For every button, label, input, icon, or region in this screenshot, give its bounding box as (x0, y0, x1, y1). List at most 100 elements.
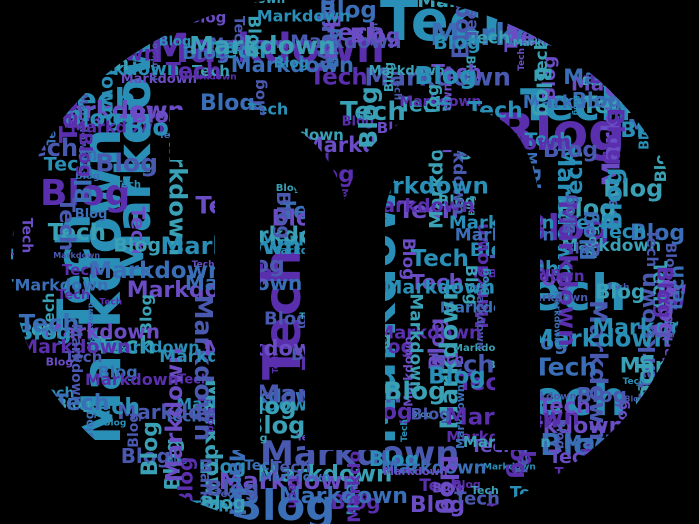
cloud-word: Blog (168, 456, 188, 465)
cloud-word: Tech (525, 129, 573, 151)
cloud-word: Blog (276, 183, 301, 194)
cloud-word: Tech (64, 348, 102, 366)
cloud-word: Blog (324, 28, 343, 68)
cloud-word: Blog (104, 418, 127, 428)
cloud-word: Tech (467, 29, 510, 49)
cloud-word: Blog (137, 294, 156, 334)
cloud-word: Blog (113, 234, 161, 256)
cloud-word: Markdown (53, 251, 100, 260)
cloud-word: Markdown (592, 315, 699, 340)
cloud-word: Blog (539, 56, 560, 101)
cloud-word: Tech (434, 350, 495, 378)
cloud-word: Tech (19, 310, 80, 338)
cloud-word: Blog (532, 67, 556, 117)
cloud-word: Blog (230, 481, 335, 524)
cloud-word: Tech (643, 229, 661, 267)
cloud-word: Blog (432, 481, 465, 496)
cloud-word: Tech (534, 352, 597, 381)
cloud-word: Blog (563, 240, 601, 258)
cloud-word: Tech (429, 352, 464, 368)
cloud-word: Blog (74, 132, 95, 177)
cloud-word: Markdown (89, 258, 224, 284)
cloud-word: Markdown (474, 285, 487, 350)
cloud-word: Tech (44, 154, 92, 176)
cloud-word: Tech (40, 293, 58, 331)
cloud-word: Blog (662, 243, 678, 278)
cloud-word: Markdown (552, 145, 578, 280)
cloud-word: Markdown (210, 36, 292, 52)
cloud-word: Blog (438, 192, 476, 210)
cloud-word: Tech (0, 226, 15, 261)
cloud-word: Blog (322, 14, 343, 59)
cloud-word: Markdown (231, 53, 354, 77)
cloud-word: Markdown (225, 441, 249, 524)
cloud-word: Tech (116, 180, 141, 191)
cloud-word: Markdown (384, 277, 495, 299)
cloud-word: Blog (653, 279, 681, 339)
cloud-word: Tech (57, 288, 90, 303)
cloud-word: Markdown (70, 118, 164, 137)
cloud-word: Tech (431, 60, 482, 84)
cloud-word: Tech (400, 419, 410, 442)
cloud-word: Tech (48, 220, 106, 246)
cloud-word: Tech (607, 283, 630, 293)
cloud-word: Blog (572, 95, 581, 115)
cloud-word: Blog (201, 493, 246, 514)
cloud-word: Blog (121, 444, 171, 468)
cloud-word: Tech (343, 475, 362, 516)
cloud-word: Blog (433, 32, 481, 54)
cloud-word: Tech (192, 260, 215, 270)
cloud-word: Blog (630, 221, 685, 246)
cloud-word: Markdown (562, 236, 662, 256)
cloud-word: Blog (653, 266, 677, 319)
cloud-word: Tech (95, 332, 156, 360)
cloud-word: Blog (595, 279, 645, 303)
cloud-word: Tech (84, 395, 140, 420)
cloud-word: Blog (264, 308, 309, 329)
cloud-word: Blog (199, 456, 247, 478)
cloud-word: Markdown (77, 94, 90, 159)
cloud-word: Blog (159, 35, 192, 50)
cloud-word: Markdown (553, 200, 582, 347)
cloud-word: Blog (161, 438, 185, 491)
cloud-word: Tech (538, 394, 591, 418)
cloud-word: Tech (253, 248, 313, 380)
cloud-word: Tech (324, 18, 385, 46)
cloud-word: Tech (656, 276, 699, 300)
cloud-word: Tech (411, 246, 469, 272)
cloud-word: Blog (95, 148, 158, 177)
cloud-word: Tech (62, 261, 100, 279)
cloud-word: Tech (166, 60, 222, 85)
cloud-word: Markdown (68, 324, 84, 406)
cloud-word: Markdown (434, 283, 463, 430)
cloud-word: Blog (350, 23, 400, 47)
cloud-word: Blog (468, 195, 477, 215)
cloud-word: Markdown (363, 195, 474, 217)
cloud-word: Blog (463, 55, 477, 85)
cloud-word: Blog (205, 407, 216, 432)
cloud-word: Tech (55, 198, 79, 251)
cloud-word: Markdown (383, 465, 448, 478)
cloud-word: Markdown (150, 26, 385, 72)
cloud-word: Blog (75, 171, 100, 182)
cloud-word: Markdown (121, 72, 197, 87)
cloud-word: Tech (566, 212, 614, 234)
cloud-word: Markdown (472, 223, 493, 329)
cloud-word: Markdown (453, 343, 512, 354)
cloud-word: Blog (382, 62, 396, 92)
cloud-word: Tech (211, 39, 267, 64)
cloud-word: Markdown (381, 457, 487, 478)
cloud-word: Tech (271, 458, 312, 477)
cloud-word: Markdown (189, 31, 336, 60)
cloud-word: Blog (576, 210, 600, 260)
cloud-word: Blog (126, 413, 142, 448)
cloud-word: Markdown (189, 295, 218, 442)
cloud-word: Markdown (15, 275, 109, 294)
cloud-word: Markdown (162, 347, 188, 482)
cloud-word: Blog (98, 363, 138, 382)
cloud-word: Tech (271, 353, 280, 374)
cloud-word: Markdown (530, 325, 671, 353)
cloud-word: Tech (648, 261, 670, 309)
cloud-word: Blog (75, 207, 108, 222)
cloud-word: Blog (369, 447, 419, 471)
